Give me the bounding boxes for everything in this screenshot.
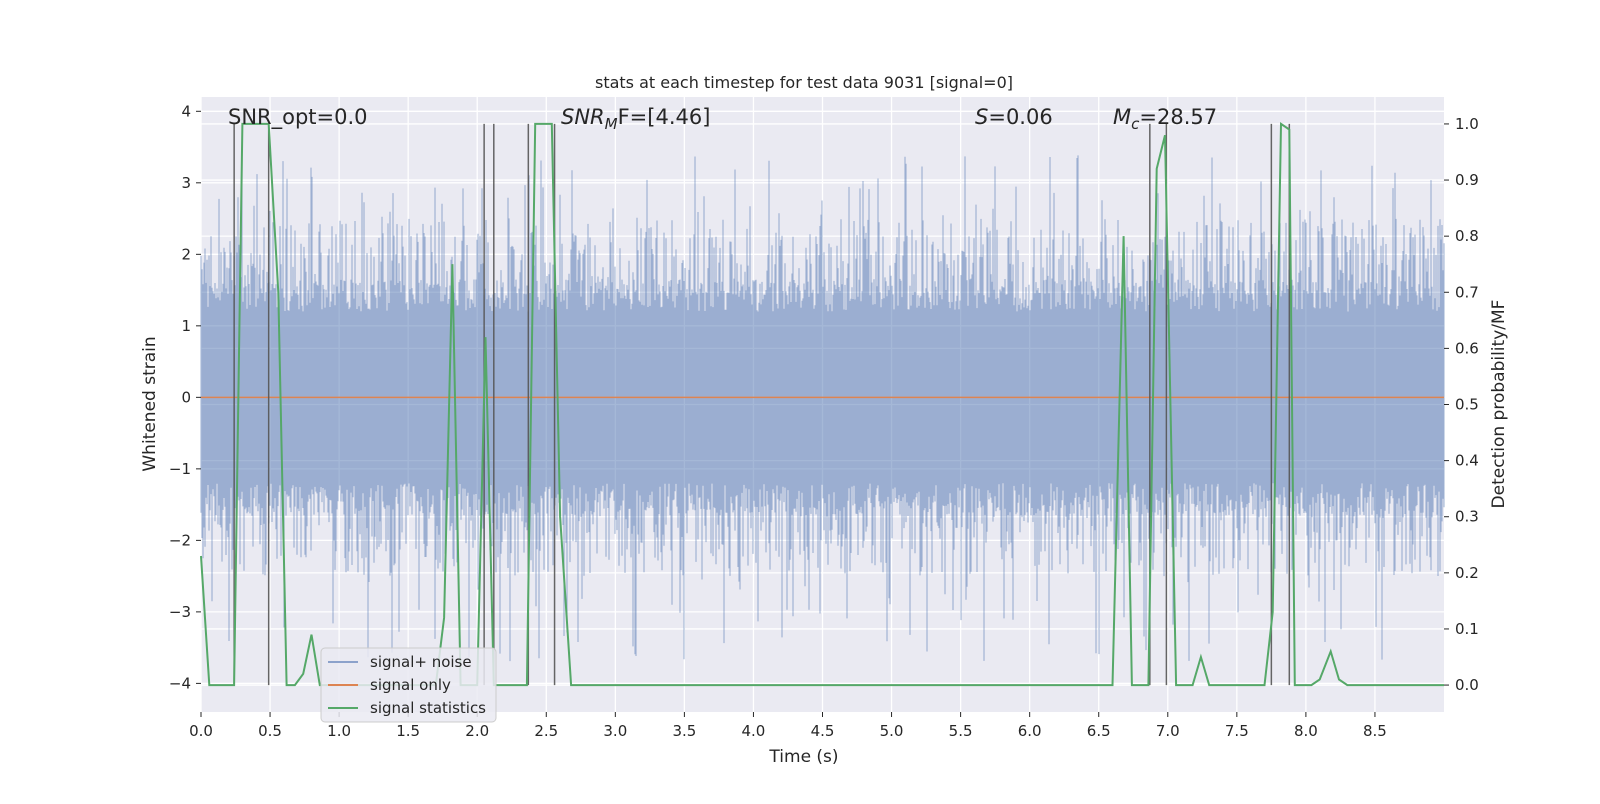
y2-tick-label: 0.0 bbox=[1455, 676, 1479, 694]
y2-tick-label: 0.8 bbox=[1455, 227, 1479, 245]
x-tick-label: 0.5 bbox=[258, 722, 282, 740]
y2-tick-label: 0.7 bbox=[1455, 283, 1479, 301]
x-tick-label: 7.5 bbox=[1225, 722, 1249, 740]
y-tick-label: 1 bbox=[181, 317, 191, 335]
y-tick-label: 4 bbox=[181, 102, 191, 120]
mc-value: =28.57 bbox=[1139, 105, 1217, 129]
y2-tick-label: 0.3 bbox=[1455, 508, 1479, 526]
y-tick-label: −4 bbox=[169, 674, 191, 692]
legend-label-noise: signal+ noise bbox=[370, 653, 472, 671]
snr-mf-tail: F=[4.46] bbox=[618, 105, 711, 129]
y2-tick-label: 1.0 bbox=[1455, 115, 1479, 133]
x-tick-label: 4.0 bbox=[742, 722, 766, 740]
x-tick-label: 3.5 bbox=[672, 722, 696, 740]
annotation-snr-opt: SNR_opt=0.0 bbox=[228, 105, 368, 130]
x-tick-label: 6.0 bbox=[1018, 722, 1042, 740]
annotation-snr-mf: SNRMF=[4.46] bbox=[561, 105, 710, 133]
s-symbol: S bbox=[975, 105, 988, 129]
x-tick-label: 7.0 bbox=[1156, 722, 1180, 740]
mc-sub: c bbox=[1131, 115, 1140, 133]
legend: signal+ noise signal only signal statist… bbox=[320, 647, 497, 723]
x-tick-label: 1.0 bbox=[327, 722, 351, 740]
y-tick-label: 2 bbox=[181, 245, 191, 263]
x-tick-label: 5.5 bbox=[949, 722, 973, 740]
x-axis-label: Time (s) bbox=[768, 747, 838, 767]
x-tick-label: 4.5 bbox=[811, 722, 835, 740]
y-ticks: 4 3 2 1 0 −1 −2 −3 −4 bbox=[169, 102, 201, 692]
x-tick-label: 6.5 bbox=[1087, 722, 1111, 740]
x-tick-label: 8.0 bbox=[1294, 722, 1318, 740]
x-tick-label: 0.0 bbox=[189, 722, 213, 740]
y-tick-label: −3 bbox=[169, 603, 191, 621]
legend-label-statistics: signal statistics bbox=[370, 699, 486, 717]
x-tick-label: 1.5 bbox=[396, 722, 420, 740]
y2-tick-label: 0.4 bbox=[1455, 452, 1479, 470]
legend-frame bbox=[320, 647, 497, 723]
y2-axis-label: Detection probability/MF bbox=[1489, 300, 1509, 509]
x-tick-label: 2.5 bbox=[534, 722, 558, 740]
annotation-s: S=0.06 bbox=[975, 105, 1053, 129]
snr-mf-sub: M bbox=[605, 115, 618, 133]
x-tick-label: 5.0 bbox=[880, 722, 904, 740]
snr-mf-main: SNR bbox=[561, 105, 605, 129]
mc-main: M bbox=[1113, 105, 1131, 129]
legend-label-signal-only: signal only bbox=[370, 676, 451, 694]
noise-trace-upper bbox=[200, 155, 1445, 398]
x-tick-label: 2.0 bbox=[465, 722, 489, 740]
y-axis-label: Whitened strain bbox=[140, 336, 160, 471]
y-tick-label: 0 bbox=[181, 388, 191, 406]
x-tick-label: 3.0 bbox=[603, 722, 627, 740]
s-value: =0.06 bbox=[988, 105, 1052, 129]
y2-tick-label: 0.9 bbox=[1455, 171, 1479, 189]
x-ticks: 0.0 0.5 1.0 1.5 2.0 2.5 3.0 3.5 4.0 4.5 5.0 5.5 6.0 6… bbox=[189, 712, 1387, 740]
annotation-mc: Mc=28.57 bbox=[1113, 105, 1217, 133]
y-tick-label: −2 bbox=[169, 531, 191, 549]
x-tick-label: 8.5 bbox=[1363, 722, 1387, 740]
chart-title: stats at each timestep for test data 903… bbox=[595, 73, 1013, 92]
y2-tick-label: 0.2 bbox=[1455, 564, 1479, 582]
y-tick-label: −1 bbox=[169, 460, 191, 478]
noise-trace-lower bbox=[200, 397, 1445, 662]
y2-tick-label: 0.6 bbox=[1455, 339, 1479, 357]
y2-tick-label: 0.1 bbox=[1455, 620, 1479, 638]
y2-ticks: 1.0 0.9 0.8 0.7 0.6 0.5 0.4 0.3 0.2 0.1 0.0 bbox=[1444, 115, 1479, 694]
noise-series bbox=[200, 155, 1445, 662]
y-tick-label: 3 bbox=[181, 174, 191, 192]
y2-tick-label: 0.5 bbox=[1455, 396, 1479, 414]
statistics-line bbox=[200, 122, 1444, 687]
